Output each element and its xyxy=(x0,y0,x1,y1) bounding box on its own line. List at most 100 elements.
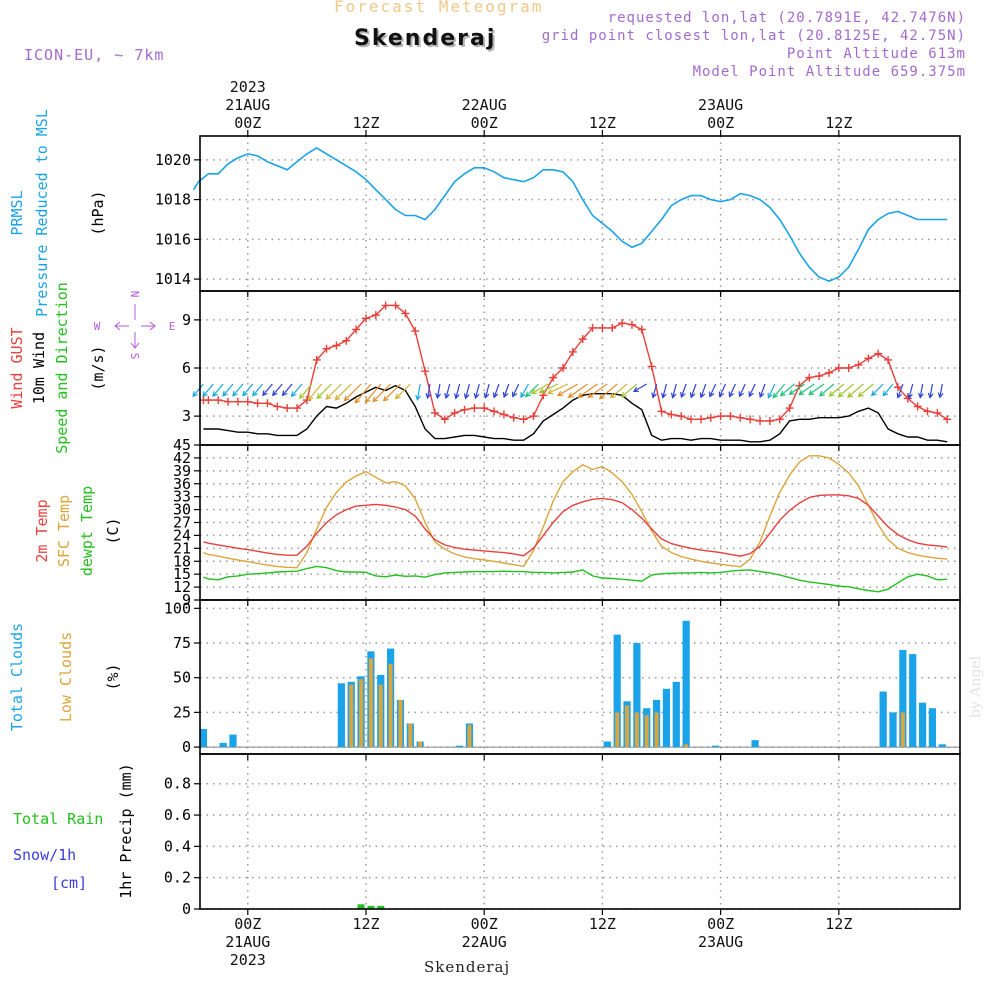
y-tick-label: 0 xyxy=(182,900,191,918)
top-time-label: 12Z xyxy=(589,114,616,132)
gust-marker xyxy=(746,415,755,424)
y-tick-label: 0.2 xyxy=(164,869,191,887)
y-tick-label: 24 xyxy=(173,526,191,544)
temp-label-sfc: SFC Temp xyxy=(55,495,73,567)
y-tick-label: 1018 xyxy=(155,191,191,209)
wind-direction-arrow xyxy=(896,383,904,399)
rain-bar xyxy=(377,905,385,909)
chart-title: Forecast Meteogram xyxy=(334,0,544,16)
top-time-label: 00Z xyxy=(234,114,261,132)
gust-marker xyxy=(549,373,558,382)
gust-marker xyxy=(775,415,784,424)
pressure-label-prmsl: PRMSL xyxy=(8,190,26,235)
wind-direction-arrow xyxy=(299,383,313,400)
y-tick-label: 27 xyxy=(173,514,191,532)
gust-marker xyxy=(214,396,223,405)
total-clouds-bar xyxy=(938,744,946,748)
gust-marker xyxy=(568,347,577,356)
total-clouds-bar xyxy=(455,745,464,748)
wind-direction-arrow xyxy=(767,383,776,399)
gust-marker xyxy=(608,323,617,332)
y-tick-label: 45 xyxy=(173,436,191,454)
top-time-label: 12Z xyxy=(352,114,379,132)
wind-direction-arrow xyxy=(808,383,825,396)
low-clouds-bar xyxy=(625,705,630,748)
wind-direction-arrow xyxy=(372,383,392,403)
compass-east: E xyxy=(169,320,176,333)
sfc-temp-series-line xyxy=(203,455,948,569)
total-clouds-bar xyxy=(909,654,917,748)
gust-marker xyxy=(824,368,833,377)
wind-direction-arrow xyxy=(870,383,884,397)
temp-label-2m: 2m Temp xyxy=(33,499,51,562)
gust-marker xyxy=(903,394,912,403)
model-label: ICON-EU, ~ 7km xyxy=(24,46,165,64)
gust-marker xyxy=(933,408,942,417)
wind-direction-arrow xyxy=(772,383,786,399)
total-clouds-bar xyxy=(337,683,345,748)
gust-marker xyxy=(293,404,302,413)
wind-direction-arrow xyxy=(473,383,480,400)
gust-marker xyxy=(736,413,745,422)
compass-west: W xyxy=(94,320,101,333)
y-tick-label: 36 xyxy=(173,475,191,493)
gust-marker xyxy=(706,413,715,422)
gust-marker xyxy=(302,396,311,405)
wind-direction-arrow xyxy=(394,383,411,400)
bottom-time-label: 12Z xyxy=(825,915,852,933)
total-clouds-bar xyxy=(918,702,927,748)
gust-marker xyxy=(401,309,410,318)
wind-direction-arrow xyxy=(609,383,628,399)
wind-direction-arrow xyxy=(343,383,362,402)
panel-frame-temperature xyxy=(199,444,961,601)
wind-label-10m: 10m Wind xyxy=(30,332,48,404)
gust-marker xyxy=(342,336,351,345)
wind-direction-arrow xyxy=(547,383,569,395)
low-clouds-bar xyxy=(634,712,639,748)
y-tick-label: 0.4 xyxy=(164,837,191,855)
gust-marker xyxy=(430,408,439,417)
wind-direction-arrow xyxy=(222,383,234,397)
wind-series-line xyxy=(203,384,948,443)
gust-marker xyxy=(352,325,361,334)
gust-marker xyxy=(283,404,292,413)
model-altitude: Model Point Altitude 659.375m xyxy=(692,64,966,80)
gust-marker xyxy=(361,314,370,323)
total-clouds-bar xyxy=(879,691,887,748)
wind-direction-arrow xyxy=(708,383,717,398)
gust-marker xyxy=(480,404,489,413)
total-clouds-bar xyxy=(928,708,937,748)
total-clouds-bar xyxy=(751,740,759,748)
precip-ylabel: 1hr Precip (mm) xyxy=(117,763,135,898)
pressure-ylabel: (hPa) xyxy=(89,190,107,235)
gust-marker xyxy=(440,415,449,424)
footer-location: Skenderaj xyxy=(424,958,511,976)
gust-marker xyxy=(519,415,528,424)
wind-direction-arrow xyxy=(937,383,944,399)
wind-direction-arrow xyxy=(316,383,332,400)
wind-direction-arrow xyxy=(699,383,707,399)
wind-direction-arrow xyxy=(252,383,264,397)
requested-coordinates: requested lon,lat (20.7891E, 42.7476N) xyxy=(607,10,966,26)
wind-direction-arrow xyxy=(728,383,736,398)
wind-direction-arrow xyxy=(788,383,805,396)
wind-direction-arrow xyxy=(463,383,470,400)
gust-marker xyxy=(411,327,420,336)
clouds-ylabel: (%) xyxy=(104,663,122,690)
low-clouds-bar xyxy=(359,679,364,748)
rain-bar xyxy=(357,904,365,909)
wind-direction-arrow xyxy=(882,383,894,397)
y-tick-label: 21 xyxy=(173,539,191,557)
y-tick-label: 75 xyxy=(173,634,191,652)
gust-marker xyxy=(391,301,400,310)
dewpt-series-line xyxy=(203,565,948,593)
low-clouds-bar xyxy=(644,715,649,748)
wind-direction-arrow xyxy=(718,383,727,398)
total-clouds-bar xyxy=(633,643,641,748)
gust-marker xyxy=(509,413,518,422)
grid-point-coordinates: grid point closest lon,lat (20.8125E, 42… xyxy=(541,28,966,44)
wind-direction-arrow xyxy=(334,383,352,401)
top-time-label: 00Z xyxy=(707,114,734,132)
wind-direction-arrow xyxy=(857,383,874,398)
